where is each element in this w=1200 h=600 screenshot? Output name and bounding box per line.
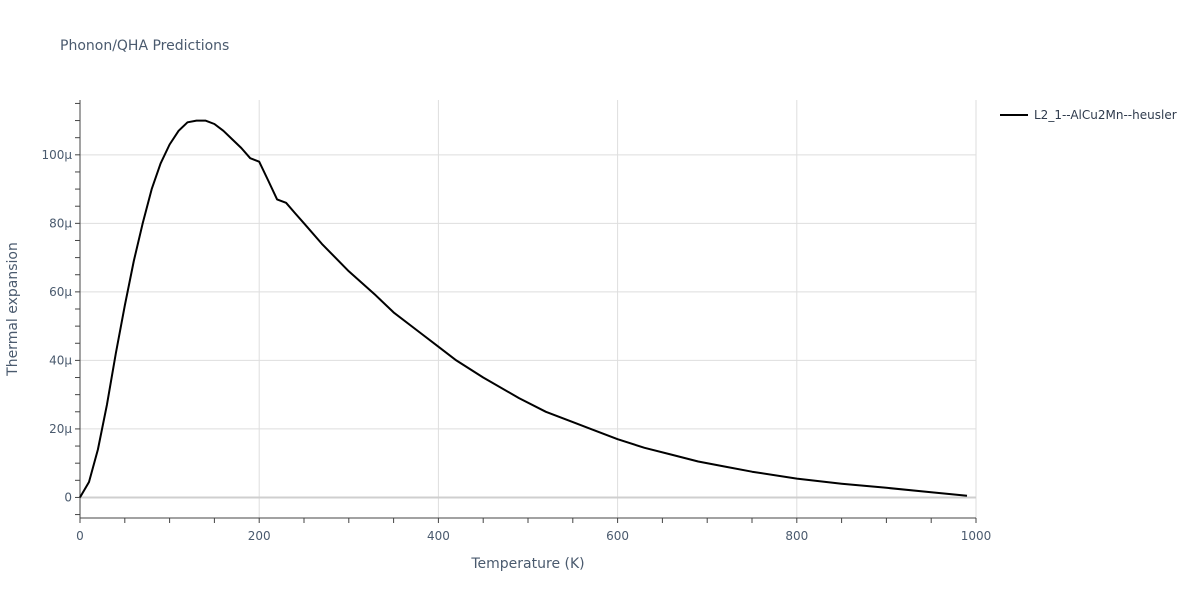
x-tick-label: 400 — [427, 529, 450, 543]
y-tick-label: 40μ — [49, 353, 72, 367]
legend[interactable]: L2_1--AlCu2Mn--heusler — [1000, 108, 1177, 122]
axes: 0 200 400 600 800 1000 0 20μ 40μ 60μ 80μ 100μ — [41, 100, 991, 543]
series-line[interactable] — [79, 119, 968, 498]
x-tick-label: 0 — [76, 529, 84, 543]
x-tick-label: 600 — [606, 529, 629, 543]
x-tick-label: 800 — [785, 529, 808, 543]
y-tick-label: 0 — [64, 490, 72, 504]
y-tick-label: 20μ — [49, 422, 72, 436]
chart-title: Phonon/QHA Predictions — [60, 38, 229, 54]
grid-lines — [80, 100, 977, 518]
y-tick-label: 60μ — [49, 285, 72, 299]
x-axis-title: Temperature (K) — [470, 556, 584, 572]
x-tick-label: 1000 — [961, 529, 992, 543]
plot-area — [79, 119, 968, 498]
y-axis-title: Thermal expansion — [5, 242, 21, 377]
legend-label[interactable]: L2_1--AlCu2Mn--heusler — [1034, 108, 1177, 122]
x-tick-label: 200 — [248, 529, 271, 543]
y-tick-label: 80μ — [49, 216, 72, 230]
y-tick-label: 100μ — [41, 148, 72, 162]
